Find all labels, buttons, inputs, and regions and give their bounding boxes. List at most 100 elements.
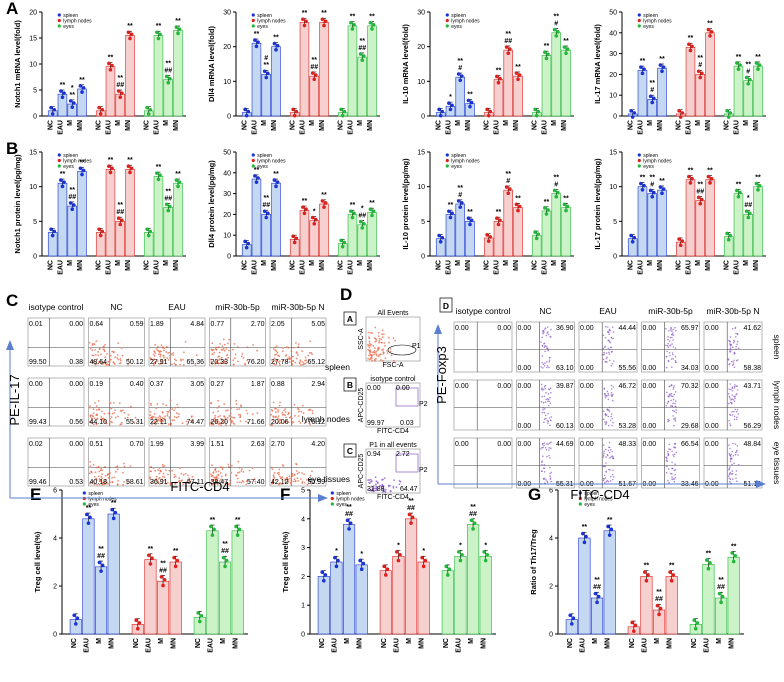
facs-event-dot xyxy=(549,387,552,390)
facs-event-dot xyxy=(275,350,278,353)
facs-event-dot xyxy=(103,483,106,486)
facs-event-dot xyxy=(284,421,286,424)
facs-event-dot xyxy=(235,403,238,406)
facs-plot-box xyxy=(578,379,638,431)
quadrant-value-lr: 56.29 xyxy=(743,423,761,430)
x-tick-label: EAU xyxy=(299,260,306,275)
facs-event-dot xyxy=(291,417,293,420)
x-tick-label: MN xyxy=(465,120,472,131)
facs-event-dot xyxy=(221,419,224,422)
facs-event-dot xyxy=(605,462,607,464)
facs-event-dot xyxy=(246,359,249,362)
data-point xyxy=(655,603,660,608)
y-axis-title: Dll4 protein level(pg/mg) xyxy=(207,160,216,248)
x-tick-label: M xyxy=(261,120,268,126)
facs-event-dot xyxy=(230,420,233,422)
significance-label: ** xyxy=(594,577,600,584)
facs-event-dot xyxy=(669,329,672,331)
facs-event-dot xyxy=(155,478,158,480)
facs-event-dot xyxy=(227,342,229,345)
significance-label: ** xyxy=(156,164,162,171)
data-point xyxy=(166,80,171,85)
data-point xyxy=(517,204,522,209)
significance-label: ** xyxy=(554,174,560,181)
facs-event-dot xyxy=(96,418,99,420)
facs-event-dot xyxy=(230,416,233,418)
y-tick-label: 2 xyxy=(53,584,57,591)
facs-event-dot xyxy=(737,454,739,456)
x-tick-label: NC xyxy=(532,120,539,130)
facs-event-dot xyxy=(275,359,278,361)
facs-event-dot xyxy=(161,478,163,481)
bar xyxy=(637,69,648,117)
quadrant-value-lr: 58.38 xyxy=(743,365,761,372)
data-point xyxy=(409,521,413,525)
data-point xyxy=(348,521,353,525)
legend-label: eyes xyxy=(451,164,462,170)
y-tick-label: 0 xyxy=(227,254,231,261)
x-tick-label: EAU xyxy=(733,120,740,135)
facs-event-dot xyxy=(602,456,605,458)
facs-event-dot xyxy=(162,472,165,475)
facs-event-dot xyxy=(371,351,374,354)
facs-event-dot xyxy=(542,467,545,470)
facs-event-dot xyxy=(155,407,158,410)
facs-event-dot xyxy=(387,336,390,339)
facs-event-dot xyxy=(292,421,295,423)
data-point xyxy=(446,573,450,577)
facs-event-dot xyxy=(382,353,385,355)
facs-event-dot xyxy=(179,363,181,366)
facs-event-dot xyxy=(603,387,606,390)
facs-event-dot xyxy=(374,359,376,362)
data-point xyxy=(488,235,493,239)
data-point xyxy=(595,600,599,605)
facs-event-dot xyxy=(240,470,243,472)
data-point xyxy=(176,184,180,189)
facs-event-dot xyxy=(221,466,224,469)
facs-event-dot xyxy=(667,336,669,338)
facs-event-dot xyxy=(163,349,165,352)
gating-plot-box xyxy=(365,448,421,494)
facs-event-dot xyxy=(672,334,675,336)
x-tick-label: M xyxy=(96,638,103,644)
facs-event-dot xyxy=(546,347,549,350)
bar xyxy=(405,518,418,635)
y-axis-title: Ratio of Th17/Treg xyxy=(529,529,538,595)
quadrant-value-ur: 39.87 xyxy=(556,383,574,390)
data-point xyxy=(448,107,453,112)
facs-event-dot xyxy=(217,362,219,365)
facs-event-dot xyxy=(281,413,284,416)
data-point xyxy=(562,202,567,207)
x-tick-label: M xyxy=(158,638,165,644)
data-point xyxy=(650,100,655,105)
x-tick-label: NC xyxy=(144,120,151,130)
x-tick-label: M xyxy=(163,260,170,266)
x-tick-label: MN xyxy=(561,260,568,271)
data-point xyxy=(237,527,242,532)
data-point xyxy=(60,95,65,100)
bar xyxy=(367,212,377,257)
significance-label: ** xyxy=(160,560,166,567)
legend-marker xyxy=(445,164,449,168)
quadrant-value-ur: 43.71 xyxy=(743,383,761,390)
quadrant-value-ul: 0.88 xyxy=(271,381,285,388)
facs-event-dot xyxy=(159,419,162,422)
facs-event-dot xyxy=(157,360,159,362)
y-axis-title: Notch1 protein level(pg/mg) xyxy=(13,154,22,254)
facs-event-dot xyxy=(368,481,371,484)
facs-event-dot xyxy=(242,357,245,359)
facs-event-dot xyxy=(117,480,119,482)
facs-event-dot xyxy=(174,475,177,478)
bar xyxy=(206,530,219,635)
facs-event-dot xyxy=(372,490,375,493)
facs-event-dot xyxy=(288,475,291,478)
facs-event-dot xyxy=(274,415,277,418)
data-point xyxy=(754,181,759,186)
data-point xyxy=(244,245,249,250)
data-point xyxy=(700,71,704,76)
facs-event-dot xyxy=(548,388,551,391)
facs-event-dot xyxy=(669,385,671,387)
facs-event-dot xyxy=(195,354,198,356)
data-point xyxy=(156,36,161,41)
